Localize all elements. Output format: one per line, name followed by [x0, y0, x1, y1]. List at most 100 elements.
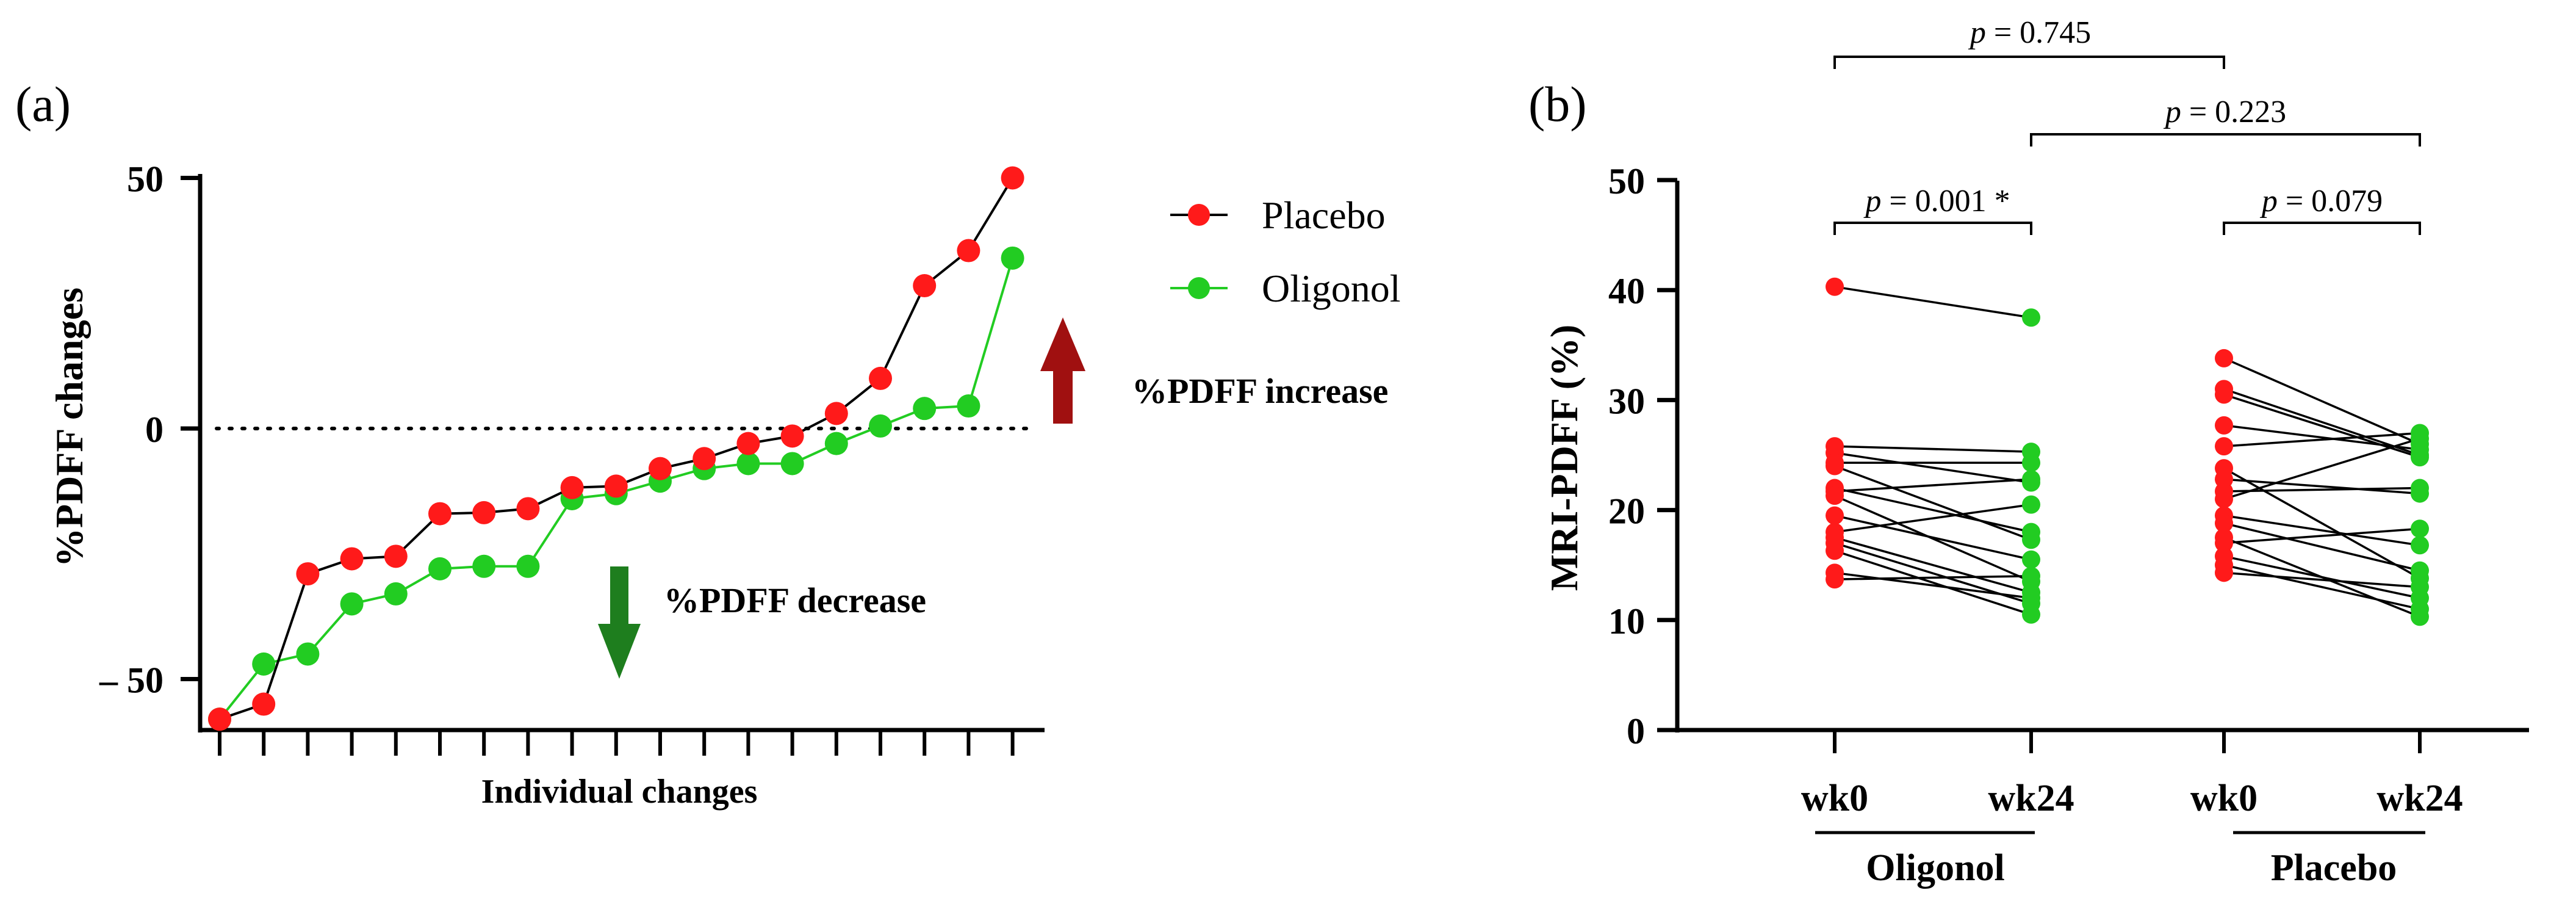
placebo-pair-line	[2223, 486, 2420, 493]
placebo-pair-line	[2223, 555, 2420, 599]
oligonol-wk24-point	[2022, 454, 2040, 472]
placebo-wk0-point	[2215, 533, 2233, 552]
placebo-group-label: Placebo	[2271, 847, 2397, 889]
x-category-label: wk0	[2190, 778, 2258, 819]
placebo-pair-line	[2223, 388, 2420, 457]
placebo-point	[296, 562, 320, 586]
placebo-pair-line	[2223, 563, 2420, 610]
placebo-pair-line	[2223, 478, 2420, 495]
placebo-point	[560, 476, 584, 499]
oligonol-pair-line	[1834, 514, 2032, 561]
placebo-wk24-point	[2411, 429, 2429, 448]
decrease-annotation: %PDFF decrease	[598, 566, 926, 679]
placebo-pair-line	[2223, 432, 2420, 447]
oligonol-wk24-point	[2022, 523, 2040, 541]
oligonol-wk0-point	[1826, 541, 1844, 560]
placebo-pair-line	[2223, 424, 2420, 451]
placebo-pair-line	[2223, 514, 2420, 546]
down-arrow-icon	[598, 566, 641, 679]
oligonol-pair-line	[1834, 503, 2032, 533]
bracket-line	[1833, 222, 2032, 235]
p-value-label: p = 0.079	[2259, 184, 2383, 219]
oligonol-pair-line	[1834, 494, 2032, 583]
oligonol-pair-line	[1834, 536, 2032, 594]
oligonol-pair-line	[1834, 478, 2032, 493]
oligonol-wk24-point	[2022, 470, 2040, 489]
oligonol-wk0-point	[1826, 506, 1844, 525]
panel-a-y-axis-label: %PDFF changes	[48, 288, 91, 567]
placebo-wk24-point	[2411, 519, 2429, 538]
placebo-pair-line	[2223, 393, 2420, 458]
placebo-point	[208, 707, 231, 731]
y-tick-label: 50	[127, 159, 164, 200]
legend-oligonol-label: Oligonol	[1262, 267, 1401, 310]
placebo-pair-line	[2223, 357, 2420, 446]
oligonol-wk24-point	[2022, 566, 2040, 585]
oligonol-point	[957, 394, 980, 418]
oligonol-point	[384, 582, 408, 606]
placebo-point	[1001, 166, 1024, 190]
panel-a-x-ticks	[218, 730, 1015, 756]
placebo-point	[693, 447, 716, 471]
oligonol-pair-line	[1834, 445, 2032, 453]
increase-label: %PDFF increase	[1132, 371, 1388, 411]
placebo-wk0-point	[2215, 416, 2233, 435]
placebo-wk0-point	[2215, 514, 2233, 533]
oligonol-group-label: Oligonol	[1866, 847, 2004, 889]
oligonol-point	[472, 554, 496, 578]
panel-a: (a) %PDFF changes Individual changes 50 0…	[15, 76, 1401, 811]
placebo-wk0-point	[2215, 490, 2233, 508]
oligonol-pair-line	[1834, 574, 2032, 580]
oligonol-pair-line	[1834, 486, 2032, 533]
increase-annotation: %PDFF increase	[1040, 317, 1388, 424]
oligonol-point	[736, 452, 760, 476]
oligonol-wk24-point	[2022, 605, 2040, 624]
legend-placebo-label: Placebo	[1262, 193, 1386, 237]
placebo-wk24-point	[2411, 536, 2429, 555]
placebo-pair-line	[2223, 522, 2420, 572]
oligonol-wk24-point	[2022, 495, 2040, 514]
panel-b-y-axis-label: MRI-PDFF (%)	[1542, 325, 1586, 591]
placebo-pair-line	[2223, 437, 2420, 501]
placebo-wk0-point	[2215, 563, 2233, 582]
placebo-point	[428, 502, 452, 526]
oligonol-wk24-point	[2022, 588, 2040, 607]
p-value-label: p = 0.001 *	[1863, 184, 2010, 219]
oligonol-wk0-point	[1826, 277, 1844, 296]
y-tick-label: 0	[145, 410, 164, 450]
y-tick-label: 50	[1608, 161, 1645, 201]
bracket-line	[1833, 56, 2225, 69]
placebo-wk24-point	[2411, 577, 2429, 596]
oligonol-pair-line	[1834, 465, 2032, 541]
bracket-oligonol-wk0-vs-wk24: p = 0.001 *	[1833, 184, 2032, 235]
placebo-wk24-point	[2411, 561, 2429, 580]
oligonol-point	[428, 557, 452, 580]
oligonol-point	[252, 652, 276, 676]
panel-a-series	[208, 166, 1024, 731]
oligonol-point	[869, 414, 892, 438]
placebo-pair-line	[2223, 571, 2420, 588]
oligonol-wk24-point	[2022, 550, 2040, 569]
y-tick-label: 20	[1608, 491, 1645, 532]
placebo-wk0-point	[2215, 385, 2233, 404]
bracket-placebo-wk0-vs-wk24: p = 0.079	[2223, 184, 2421, 235]
oligonol-pair-line	[1834, 286, 2032, 319]
legend-placebo-marker	[1188, 204, 1210, 226]
oligonol-point	[296, 642, 320, 666]
panel-b-x-categories: wk0 wk24 wk0 wk24	[1801, 730, 2463, 819]
p-value-label: p = 0.745	[1968, 15, 2091, 50]
oligonol-point	[1001, 246, 1024, 270]
placebo-point	[957, 239, 980, 262]
panel-a-label: (a)	[15, 76, 71, 132]
placebo-point	[604, 474, 628, 498]
placebo-point	[736, 432, 760, 455]
placebo-pair-line	[2223, 467, 2420, 579]
oligonol-wk24-point	[2022, 308, 2040, 327]
placebo-point	[869, 366, 892, 390]
panel-b-points	[1826, 277, 2429, 626]
y-tick-label: 0	[1627, 711, 1645, 751]
decrease-label: %PDFF decrease	[664, 580, 926, 620]
y-tick-label: – 50	[99, 660, 164, 701]
bracket-wk24-oligonol-vs-placebo: p = 0.223	[2030, 95, 2421, 146]
y-tick-label: 10	[1608, 601, 1645, 642]
